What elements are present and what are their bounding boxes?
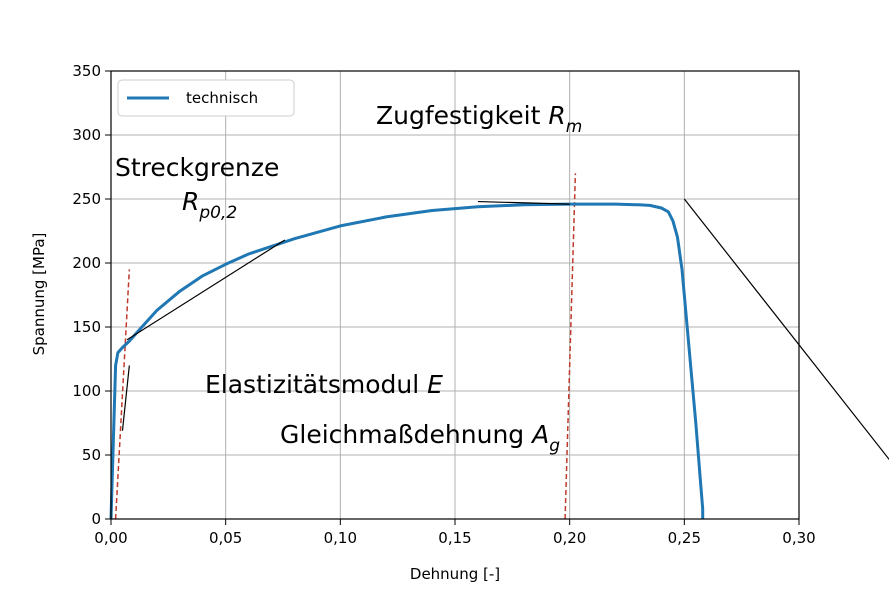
y-tick-label: 50 (82, 446, 101, 464)
annotation-emodul: Elastizitätsmodul E (205, 370, 443, 399)
reference-lines (114, 173, 577, 520)
grid (110, 70, 800, 520)
annotation-pointer (121, 365, 130, 431)
series-line-technisch (109, 202, 705, 520)
x-tick-label: 0,05 (209, 529, 242, 547)
annotation-pointer (683, 198, 889, 461)
y-axis-label: Spannung [MPa] (30, 233, 48, 356)
x-tick-label: 0,10 (324, 529, 357, 547)
y-tick-label: 0 (91, 510, 101, 528)
x-tick-label: 0,00 (94, 529, 127, 547)
y-tick-label: 200 (72, 254, 101, 272)
legend-label-technisch: technisch (186, 89, 258, 107)
annotation-rp02: Rp0,2 (182, 187, 237, 223)
x-axis-ticks: 0,00 0,05 0,10 0,15 0,20 0,25 0,30 (94, 519, 816, 547)
annotation-pointer (477, 200, 570, 205)
annotation-zugfestigkeit: Zugfestigkeit Rm (376, 101, 582, 137)
y-tick-label: 350 (72, 62, 101, 80)
annotation-streckgrenze: Streckgrenze (115, 153, 279, 182)
x-tick-label: 0,20 (553, 529, 586, 547)
series-layer (109, 202, 705, 520)
y-axis-ticks: 0 50 100 150 200 250 300 350 (72, 62, 111, 528)
y-tick-label: 300 (72, 126, 101, 144)
annotation-pointer (126, 239, 286, 341)
x-axis-label: Dehnung [-] (410, 565, 500, 583)
reference-line (564, 173, 577, 520)
x-tick-label: 0,30 (782, 529, 815, 547)
x-tick-label: 0,15 (438, 529, 471, 547)
y-tick-label: 150 (72, 318, 101, 336)
legend-box (117, 79, 295, 117)
annotation-gleichmass: Gleichmaßdehnung Ag (280, 420, 560, 456)
x-tick-label: 0,25 (668, 529, 701, 547)
legend: technisch (117, 79, 295, 117)
y-tick-label: 250 (72, 190, 101, 208)
y-tick-label: 100 (72, 382, 101, 400)
annotation-pointers (121, 198, 889, 461)
reference-line (114, 269, 131, 520)
